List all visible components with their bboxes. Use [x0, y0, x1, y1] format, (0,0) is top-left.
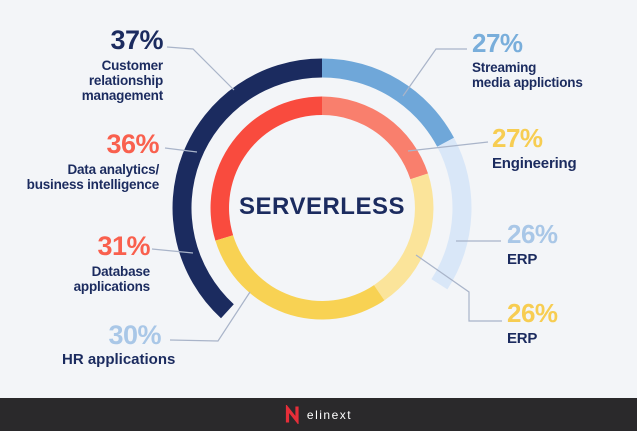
arc-outer-pale-blue [431, 137, 472, 290]
callout-streaming: 27% Streaming media applictions [472, 30, 583, 90]
callout-engineering: 27% Engineering [492, 123, 577, 172]
arc-inner-light-yellow [374, 173, 434, 301]
arc-inner-red [210, 96, 322, 241]
leader-line-2 [151, 248, 194, 254]
callout-value: 27% [472, 28, 523, 58]
callout-hr-label: HR applications [62, 351, 176, 368]
chart-center-title: SERVERLESS [239, 193, 405, 220]
callout-erp-blue: 26% ERP [507, 221, 558, 268]
callout-label: ERP [507, 251, 538, 268]
callout-erp-yellow: 26% ERP [507, 300, 558, 347]
callout-value: 30% [108, 320, 161, 350]
callout-value: 36% [106, 129, 159, 159]
leader-line-3 [169, 291, 251, 342]
leader-line-7 [415, 254, 502, 322]
elinext-logo-icon [285, 405, 299, 424]
callout-label: Customer relationship management [81, 58, 163, 103]
callout-value: 31% [97, 231, 150, 261]
callout-value: 26% [507, 219, 558, 249]
callout-value: 27% [492, 123, 543, 153]
brand-name: elinext [306, 407, 353, 422]
arc-inner-yellow [215, 235, 385, 320]
callout-data-analytics: 36% Data analytics/ business intelligenc… [26, 129, 160, 193]
leader-line-0 [166, 46, 235, 91]
callout-label: Engineering [492, 155, 577, 172]
callout-database: 31% Database applications [73, 231, 151, 295]
leader-line-5 [407, 141, 489, 152]
callout-label: ERP [507, 330, 538, 347]
callout-crm: 37% Customer relationship management [81, 25, 164, 104]
callout-label: Streaming media applictions [472, 60, 583, 90]
callout-hr-value: 30% [108, 322, 161, 349]
arc-outer-navy [172, 58, 322, 319]
callout-label: Database applications [73, 264, 151, 294]
leader-line-4 [402, 48, 467, 97]
callout-value: 37% [110, 25, 163, 55]
callout-value: 26% [507, 298, 558, 328]
arc-outer-medium-blue [322, 58, 454, 147]
arc-inner-salmon [322, 96, 428, 180]
footer-bar: elinext [0, 398, 637, 431]
callout-label: Data analytics/ business intelligence [26, 162, 160, 192]
leader-line-1 [164, 147, 198, 153]
